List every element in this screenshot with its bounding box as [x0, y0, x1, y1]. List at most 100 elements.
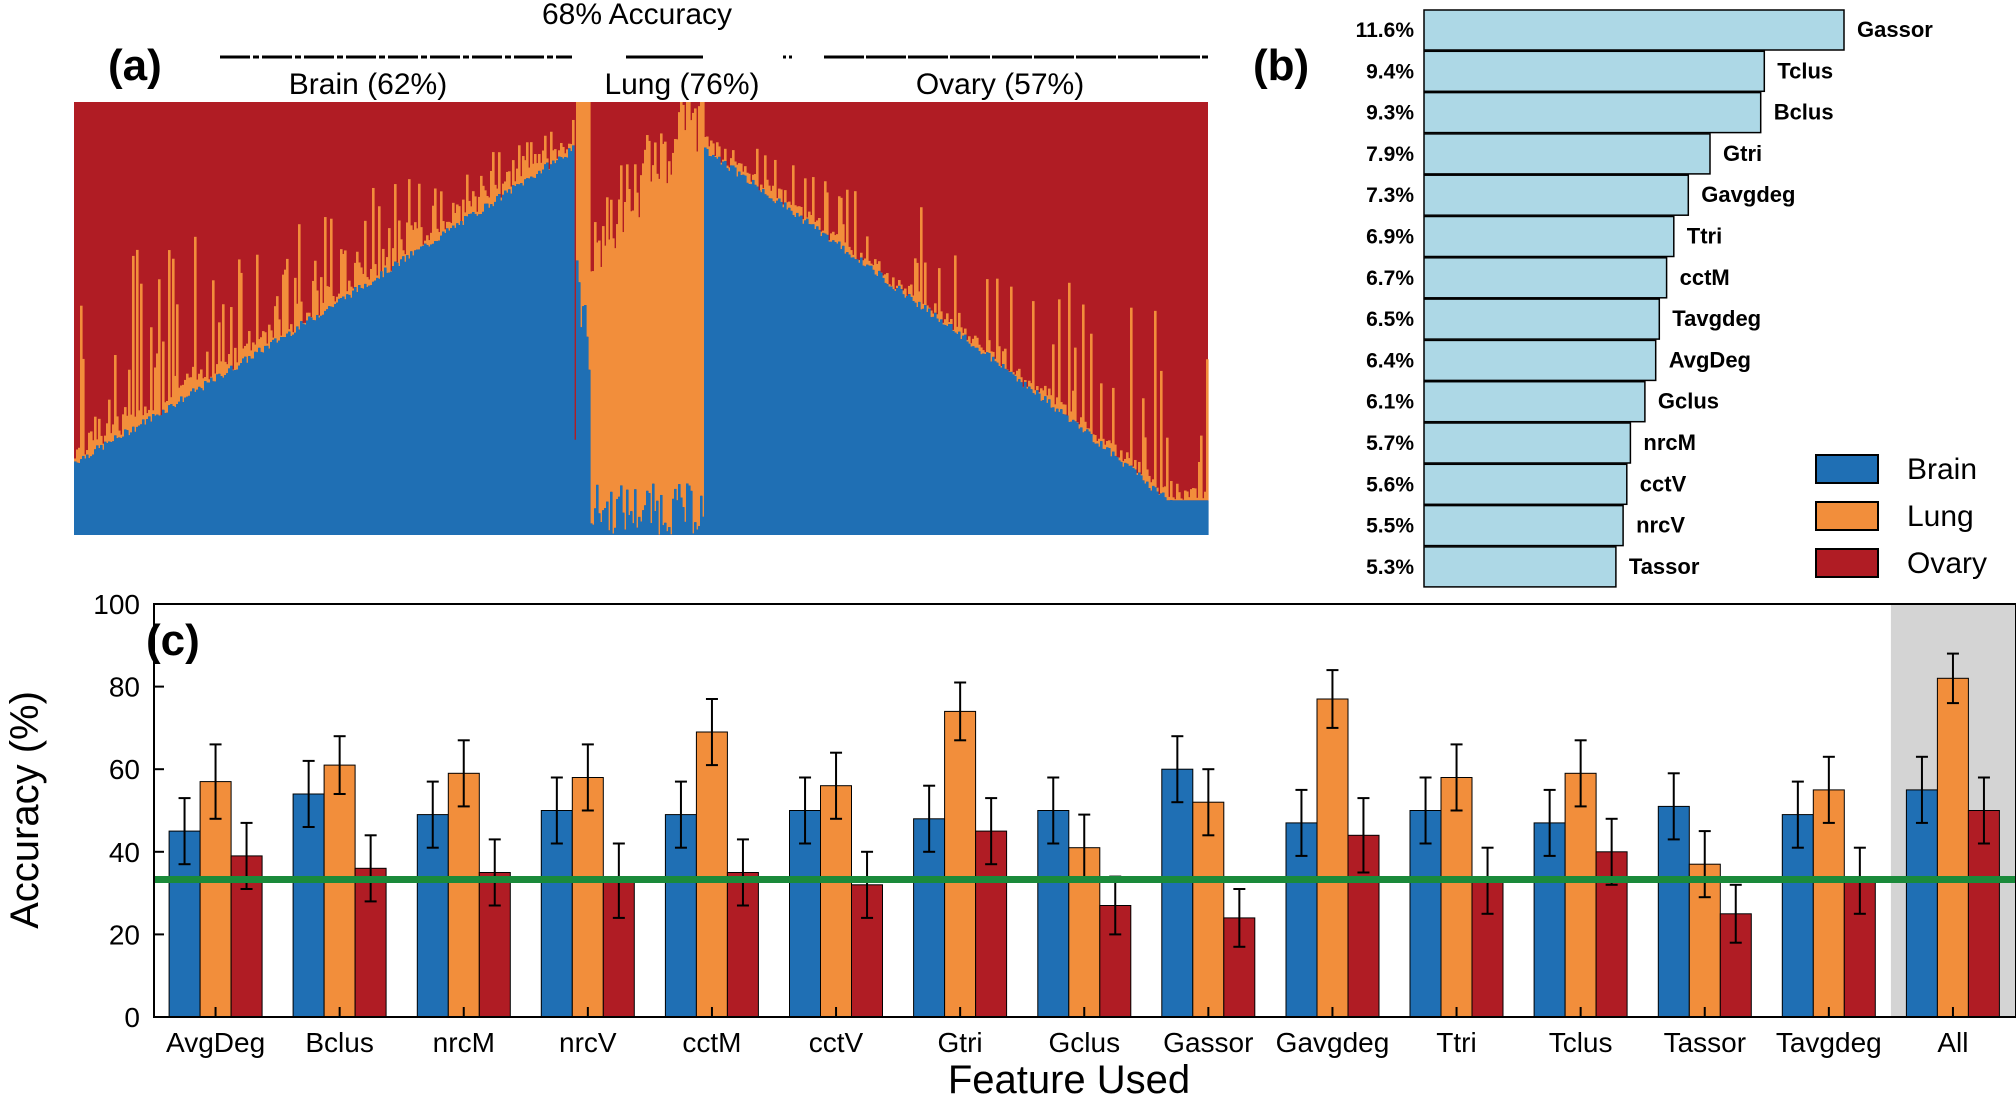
lung-sample-bar [378, 206, 381, 279]
lung-sample-bar [810, 215, 813, 225]
lung-sample-bar [250, 350, 253, 359]
lung-sample-bar [694, 108, 697, 523]
brain-sample-bar [900, 289, 903, 535]
lung-sample-bar [706, 136, 709, 149]
lung-sample-bar [94, 416, 97, 450]
brain-sample-bar [284, 337, 287, 535]
lung-sample-bar [1152, 479, 1155, 486]
lung-sample-bar [868, 260, 871, 266]
brain-sample-bar [1002, 364, 1005, 535]
brain-sample-bar [1104, 449, 1107, 535]
bar-lung-gtri [944, 710, 977, 1018]
brain-sample-bar [202, 390, 205, 535]
lung-sample-bar [560, 143, 563, 158]
lung-sample-bar [716, 142, 719, 159]
brain-sample-bar [148, 416, 151, 535]
lung-sample-bar [814, 221, 817, 230]
brain-sample-bar [842, 245, 845, 535]
lung-sample-bar [660, 133, 663, 495]
importance-value-label: 6.4% [1366, 349, 1414, 372]
lung-sample-bar [234, 347, 237, 370]
brain-sample-bar [870, 265, 873, 535]
lung-sample-bar [518, 145, 521, 185]
brain-sample-bar [1128, 465, 1131, 535]
lung-sample-bar [608, 239, 611, 531]
lung-sample-bar [862, 260, 865, 266]
lung-sample-bar [174, 375, 177, 408]
brain-sample-bar [858, 262, 861, 535]
brain-sample-bar [924, 305, 927, 535]
lung-sample-bar [1080, 417, 1083, 428]
lung-sample-bar [934, 303, 937, 313]
brain-sample-bar [158, 415, 161, 535]
importance-feature-label: Tassor [1629, 554, 1700, 579]
lung-sample-bar [164, 402, 167, 414]
brain-sample-bar [1130, 465, 1133, 535]
lung-sample-bar [674, 139, 677, 489]
lung-sample-bar [1194, 488, 1197, 501]
brain-sample-bar [404, 261, 407, 535]
brain-sample-bar [758, 190, 761, 535]
brain-sample-bar [438, 240, 441, 535]
brain-sample-bar [820, 236, 823, 535]
brain-sample-bar [92, 454, 95, 535]
lung-sample-bar [210, 376, 213, 378]
brain-sample-bar [424, 243, 427, 535]
lung-sample-bar [820, 231, 823, 237]
lung-sample-bar [344, 250, 347, 300]
brain-sample-bar [304, 324, 307, 535]
lung-sample-bar [872, 265, 875, 270]
lung-sample-bar [196, 379, 199, 390]
brain-sample-bar [878, 270, 881, 535]
brain-sample-bar [1180, 500, 1183, 535]
lung-sample-bar [260, 337, 263, 352]
lung-sample-bar [1046, 395, 1049, 403]
brain-sample-bar [728, 170, 731, 535]
lung-sample-bar [690, 120, 693, 491]
importance-bar-gavgdeg [1423, 174, 1690, 216]
lung-sample-bar [430, 232, 433, 245]
lung-sample-bar [500, 197, 503, 201]
brain-sample-bar [848, 254, 851, 535]
lung-sample-bar [888, 284, 891, 287]
lung-sample-bar [288, 329, 291, 332]
lung-sample-bar [510, 186, 513, 194]
brain-sample-bar [142, 419, 145, 535]
brain-sample-bar [502, 194, 505, 536]
brain-sample-bar [116, 438, 119, 535]
brain-sample-bar [768, 198, 771, 536]
lung-sample-bar [780, 189, 783, 202]
lung-sample-bar [130, 414, 133, 433]
brain-sample-bar [1030, 389, 1033, 535]
lung-sample-bar [408, 179, 411, 259]
brain-sample-bar [1004, 368, 1007, 535]
brain-sample-bar [572, 145, 575, 535]
brain-sample-bar [1106, 447, 1109, 535]
lung-sample-bar [360, 267, 363, 288]
importance-bar-tassor [1423, 546, 1617, 588]
lung-sample-bar [1042, 390, 1045, 401]
brain-sample-bar [932, 316, 935, 535]
brain-sample-bar [822, 232, 825, 535]
brain-sample-bar [542, 169, 545, 535]
brain-sample-bar [978, 351, 981, 535]
brain-sample-bar [850, 257, 853, 535]
legend-swatch-brain [1815, 454, 1879, 484]
brain-sample-bar [766, 195, 769, 535]
brain-sample-bar [718, 156, 721, 535]
brain-sample-bar [580, 327, 583, 535]
lung-sample-bar [410, 225, 413, 252]
brain-sample-bar [382, 277, 385, 535]
lung-sample-bar [798, 206, 801, 217]
lung-sample-bar [960, 327, 963, 340]
lung-sample-bar [204, 377, 207, 382]
lung-sample-bar [650, 181, 653, 523]
lung-sample-bar [756, 148, 759, 187]
brain-sample-bar [144, 424, 147, 535]
lung-sample-bar [92, 440, 95, 455]
lung-sample-bar [470, 206, 473, 214]
lung-sample-bar [192, 366, 195, 389]
lung-sample-bar [194, 236, 197, 392]
brain-sample-bar [954, 332, 957, 535]
brain-sample-bar [824, 233, 827, 535]
